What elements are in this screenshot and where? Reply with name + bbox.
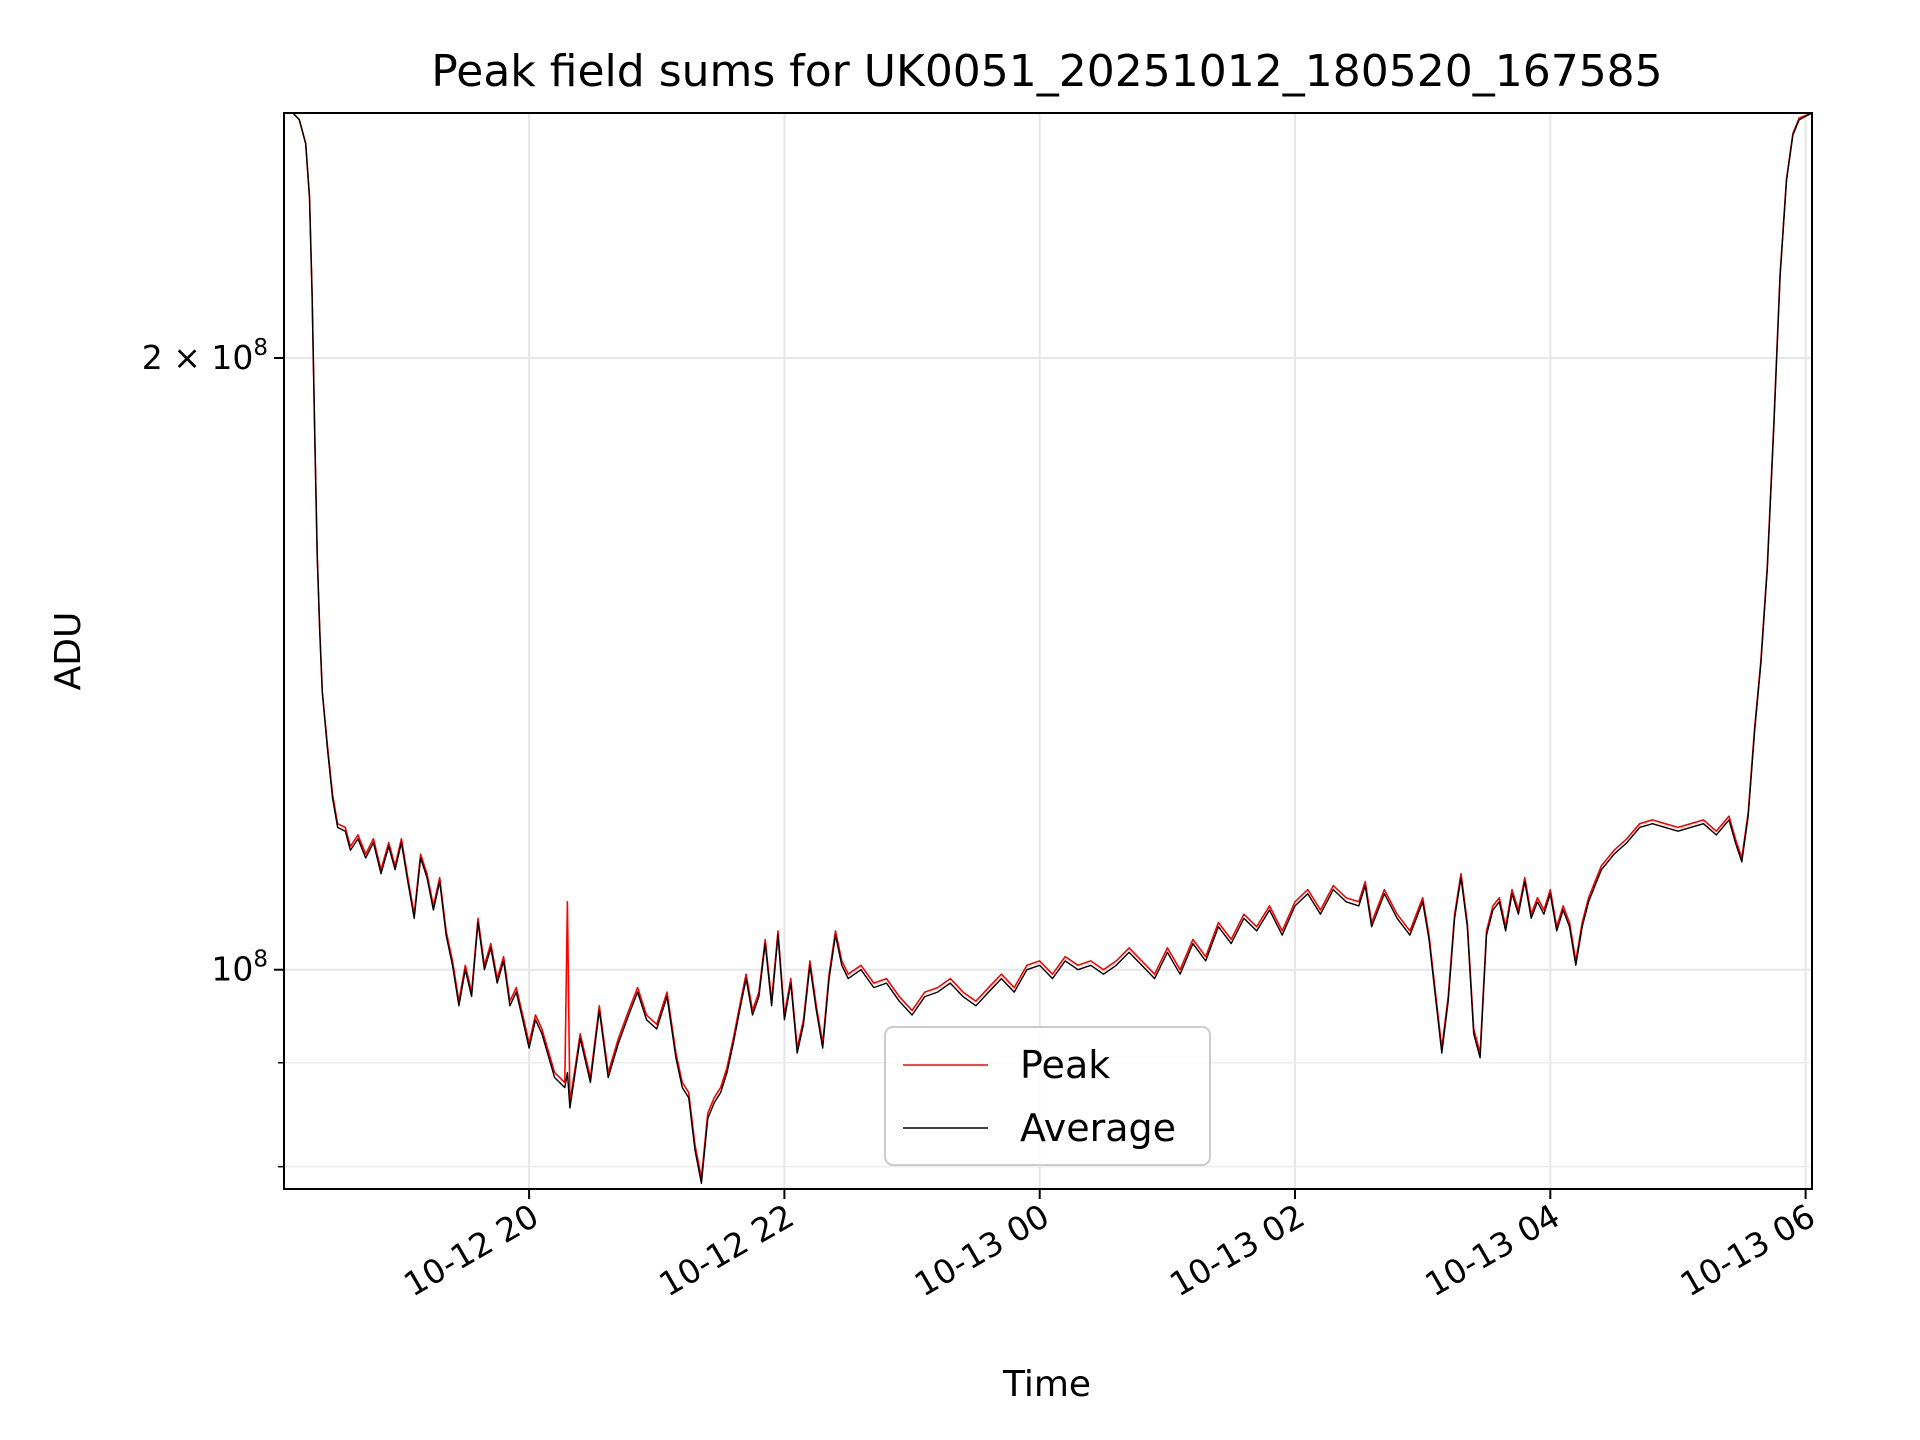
series-layer — [284, 113, 1812, 1185]
x-axis-label: Time — [1002, 1364, 1091, 1405]
y-tick-label-base: 10 — [211, 950, 253, 989]
series-line-average — [284, 113, 1812, 1185]
y-tick-label-exponent: 8 — [253, 335, 268, 361]
plot-frame — [283, 112, 1813, 1190]
series-line-peak — [284, 113, 1812, 1179]
legend-box — [884, 1026, 1211, 1166]
y-tick-label-base: 2 × 10 — [142, 338, 254, 377]
legend-label-peak: Peak — [1020, 1043, 1110, 1087]
y-tick-label-exponent: 8 — [253, 947, 268, 973]
legend: Peak Average — [884, 1026, 1211, 1166]
y-tick-label: 2 × 108 — [142, 335, 268, 377]
chart-title: Peak field sums for UK0051_20251012_1805… — [431, 46, 1662, 97]
y-tick-label: 108 — [211, 947, 268, 989]
y-axis-label: ADU — [48, 612, 89, 691]
legend-label-average: Average — [1020, 1106, 1176, 1150]
